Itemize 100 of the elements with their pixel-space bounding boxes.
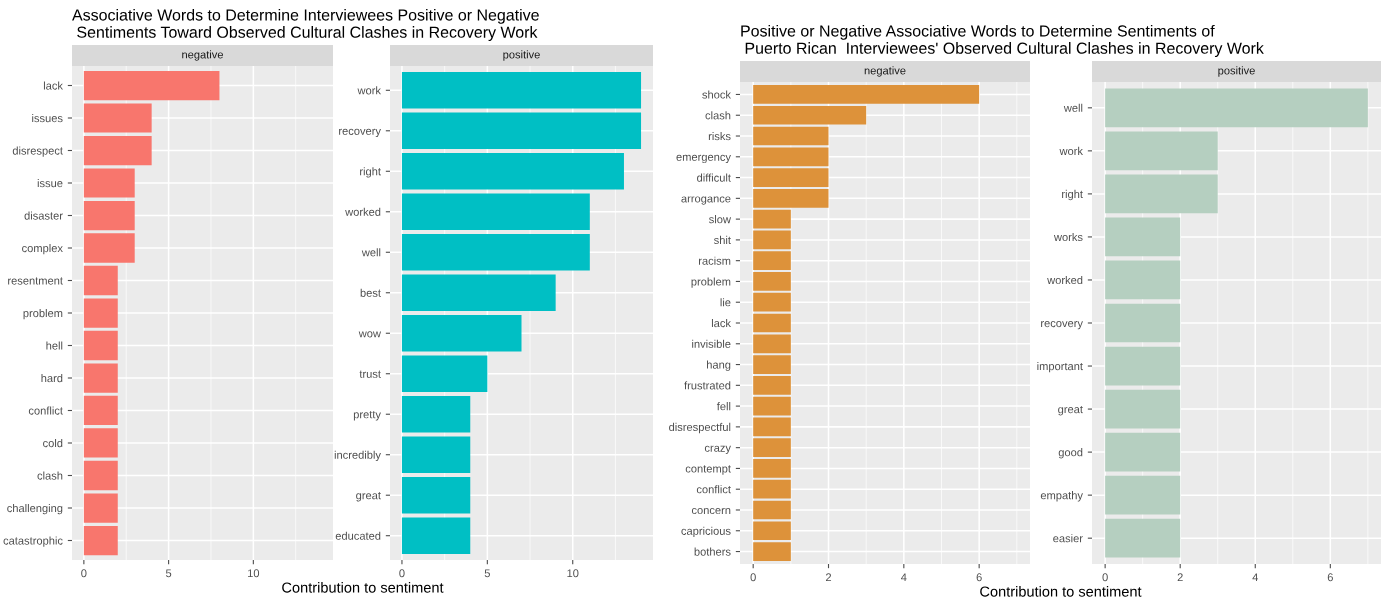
chart-subtitle: positive [503,50,540,61]
bar [401,476,471,514]
x-tick-label: 6 [976,573,982,582]
bar [83,493,118,523]
y-tick-label: capricious [681,526,731,538]
bar [753,521,791,541]
bar [83,103,152,133]
y-tick-label: work [357,86,381,95]
y-tick-label: great [356,492,381,502]
bar [83,233,135,263]
y-tick-label: crazy [704,445,731,454]
y-tick-label: clash [37,471,63,480]
bar [83,70,220,101]
y-tick-label: empathy [1040,491,1083,502]
y-tick-label: clash [705,111,731,120]
chart-subtitle: negative [182,50,224,61]
y-tick-label: conflict [696,485,731,494]
bar [83,298,118,328]
y-tick-label: invisible [692,339,731,348]
bar [753,105,867,125]
y-tick-label: well [361,248,381,257]
chart-subtitle: positive [1218,66,1255,77]
y-tick-label: lie [720,298,731,307]
y-tick-label: good [1058,448,1083,459]
y-tick-label: arrogance [681,196,731,205]
bar [753,189,829,208]
bar [753,355,791,374]
chart-title: Associative Words to Determine Interviewees Positive or Negative Sentiments Toward Observed Cultural Clashes in Recovery Work [72,8,539,41]
bar [83,460,118,491]
y-tick-label: issues [32,113,63,123]
bar [1105,88,1368,128]
y-tick-label: pretty [353,411,381,421]
chart-title: Positive or Negative Associative Words to Determine Sentiments of Puerto Rican Interviewees' Observed Cultural Clashes in Recovery Work [741,24,1264,57]
bar [1105,432,1181,472]
y-tick-label: emergency [676,154,731,164]
bar [753,209,791,229]
bar [1105,260,1181,300]
bar [753,313,791,333]
y-tick-label: recovery [339,128,381,138]
y-tick-label: challenging [7,503,63,515]
bar [401,355,488,392]
bar [753,126,829,146]
bar [753,500,791,520]
y-tick-label: concern [691,508,731,515]
bar [83,525,118,556]
y-tick-label: complex [22,243,63,255]
y-tick-label: important [1037,362,1083,373]
x-tick-label: 0 [81,569,87,578]
y-tick-label: wow [358,331,381,338]
bar [753,459,791,478]
y-tick-label: difficult [697,173,731,182]
y-tick-label: works [1053,232,1083,242]
y-tick-label: worked [345,207,381,216]
x-tick-label: 10 [567,569,579,578]
y-tick-label: educated [335,531,381,540]
y-tick-label: best [360,288,381,297]
y-tick-label: shock [702,90,731,99]
x-tick-label: 2 [825,573,832,582]
y-tick-label: contempt [685,465,731,475]
bar [1105,346,1181,386]
bar [1105,303,1181,343]
bar [401,315,522,352]
y-tick-label: right [360,167,381,178]
bar [753,396,791,416]
y-tick-label: lack [711,318,731,328]
x-tick-label: 2 [1177,573,1183,582]
bar [753,230,791,250]
bar [753,251,791,271]
bar [753,542,791,561]
y-tick-label: disaster [24,211,63,220]
y-tick-label: conflict [28,406,63,415]
bar [753,438,791,457]
bar [401,396,471,433]
bar [83,135,152,166]
bar [401,234,590,271]
bar [753,272,791,291]
x-axis-title: Contribution to sentiment [980,586,1142,597]
x-axis-title: Contribution to sentiment [282,582,444,593]
x-tick-label: 0 [399,569,405,578]
bar [753,147,829,167]
y-tick-label: hard [41,373,63,383]
bar [401,193,590,230]
y-tick-label: catastrophic [3,536,63,547]
bar [83,265,118,296]
y-tick-label: frustrated [684,381,731,390]
x-tick-label: 10 [248,569,260,578]
x-tick-label: 4 [901,573,907,582]
y-tick-label: resentment [8,277,63,285]
bar [1105,217,1181,257]
y-tick-label: disrespect [12,146,63,157]
bar [1105,518,1181,558]
bar [753,375,791,395]
bar [753,417,791,437]
y-tick-label: bothers [694,547,731,556]
bar [83,330,118,361]
y-tick-label: shit [713,235,731,245]
bar [83,363,118,393]
y-tick-label: easier [1053,534,1083,543]
bar [401,274,556,311]
y-tick-label: well [1063,103,1083,112]
